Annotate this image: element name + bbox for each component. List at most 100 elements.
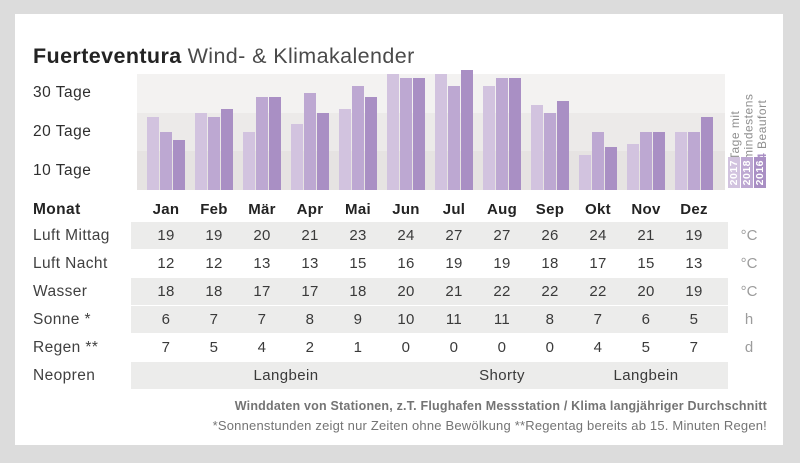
cell-aug: 27 — [493, 227, 511, 244]
table-row-wasser: Wasser 18 18 17 17 18 20 21 22 22 22 20 19 °C — [15, 278, 783, 306]
cell-apr: 13 — [301, 255, 319, 272]
bar-2016-feb — [221, 108, 233, 190]
bar-2018-mai — [352, 85, 364, 190]
cell-jun: 24 — [397, 227, 415, 244]
cell-nov: 20 — [637, 283, 655, 300]
cell-okt: 24 — [589, 227, 607, 244]
bar-2017-mär — [243, 131, 255, 190]
month-header-mär: Mär — [248, 201, 276, 218]
cell-jun: 20 — [397, 283, 415, 300]
cell-jan: 12 — [157, 255, 175, 272]
cell-mär: 7 — [257, 311, 267, 328]
cell-feb: 7 — [209, 311, 219, 328]
cell-jul: 21 — [445, 283, 463, 300]
cell-nov: 15 — [637, 255, 655, 272]
month-header-sep: Sep — [535, 201, 565, 218]
bar-2016-dez — [701, 116, 713, 190]
month-column-header: Monat — [33, 201, 81, 218]
table-row-regen: Regen ** 7 5 4 2 1 0 0 0 0 4 5 7 d — [15, 334, 783, 362]
bar-2016-sep — [557, 101, 569, 190]
bar-2017-nov — [627, 143, 639, 190]
months-header-row: Jan Feb Mär Apr Mai Jun Jul Aug Sep Okt Nov Dez — [137, 199, 730, 221]
cell-dez: 19 — [685, 227, 703, 244]
bar-2016-mär — [269, 97, 281, 190]
row-label: Luft Mittag — [33, 227, 110, 244]
cell-jun: 10 — [397, 311, 415, 328]
legend-line2: mindestens — [741, 93, 756, 160]
cell-mär: 4 — [257, 339, 267, 356]
month-header-mai: Mai — [345, 201, 371, 218]
cell-mär: 13 — [253, 255, 271, 272]
cell-aug: 19 — [493, 255, 511, 272]
legend-line3: Beaufort — [755, 99, 769, 149]
row-unit: h — [744, 311, 754, 328]
row-cells: Langbein Shorty Langbein — [137, 362, 730, 390]
bar-2016-apr — [317, 112, 329, 190]
legend-year-2017: 2017 — [728, 157, 740, 188]
cell-mai: 15 — [349, 255, 367, 272]
table-row-luft-mittag: Luft Mittag 19 19 20 21 23 24 27 27 26 24 21 19 °C — [15, 222, 783, 250]
row-cells: 19 19 20 21 23 24 27 27 26 24 21 19 — [137, 222, 730, 250]
cell-jan: 7 — [161, 339, 171, 356]
cell-okt: 22 — [589, 283, 607, 300]
cell-feb: 12 — [205, 255, 223, 272]
table-row-luft-nacht: Luft Nacht 12 12 13 13 15 16 19 19 18 17 15 13 °C — [15, 250, 783, 278]
cell-apr: 17 — [301, 283, 319, 300]
row-unit: d — [744, 339, 754, 356]
cell-dez: 5 — [689, 311, 699, 328]
bar-2018-aug — [496, 77, 508, 190]
legend-year-label: 2018 — [741, 159, 753, 186]
legend-year-2018: 2018 — [741, 157, 753, 188]
cell-jul: 27 — [445, 227, 463, 244]
wind-days-bar-chart — [137, 60, 725, 190]
cell-mai: 18 — [349, 283, 367, 300]
row-cells: 12 12 13 13 15 16 19 19 18 17 15 13 — [137, 250, 730, 278]
title-rest: Wind- & Klimakalender — [187, 44, 415, 69]
bar-2016-jun — [413, 77, 425, 190]
row-cells: 18 18 17 17 18 20 21 22 22 22 20 19 — [137, 278, 730, 306]
bar-2018-mär — [256, 97, 268, 190]
month-header-jul: Jul — [442, 201, 466, 218]
cell-sep: 18 — [541, 255, 559, 272]
bar-2018-jul — [448, 85, 460, 190]
bar-2018-sep — [544, 112, 556, 190]
bar-2017-okt — [579, 155, 591, 190]
month-header-jun: Jun — [392, 201, 420, 218]
table-row-sonne: Sonne * 6 7 7 8 9 10 11 11 8 7 6 5 h — [15, 306, 783, 334]
bar-2017-feb — [195, 112, 207, 190]
neopren-span-langbein: Langbein — [613, 367, 679, 384]
row-cells: 7 5 4 2 1 0 0 0 0 4 5 7 — [137, 334, 730, 362]
y-tick-30: 30 Tage — [33, 84, 92, 101]
cell-apr: 21 — [301, 227, 319, 244]
row-cells: 6 7 7 8 9 10 11 11 8 7 6 5 — [137, 306, 730, 334]
month-header-jan: Jan — [152, 201, 180, 218]
bar-2017-jan — [147, 116, 159, 190]
bar-2017-mai — [339, 108, 351, 190]
bar-2018-feb — [208, 116, 220, 190]
cell-mär: 17 — [253, 283, 271, 300]
cell-sep: 0 — [545, 339, 555, 356]
bar-2016-jul — [461, 70, 473, 190]
legend-year-label: 2016 — [754, 159, 766, 186]
y-tick-10: 10 Tage — [33, 162, 92, 179]
cell-mai: 9 — [353, 311, 363, 328]
bar-2017-sep — [531, 104, 543, 190]
cell-nov: 21 — [637, 227, 655, 244]
row-label: Sonne * — [33, 311, 91, 328]
cell-jan: 6 — [161, 311, 171, 328]
chart-legend-label: Tage mitmindestens4 Beaufort — [728, 64, 770, 160]
row-stripe — [131, 222, 728, 249]
month-header-apr: Apr — [296, 201, 324, 218]
footer-notes: Winddaten von Stationen, z.T. Flughafen … — [213, 399, 767, 433]
title-brand: Fuerteventura — [33, 44, 182, 69]
bar-2017-jun — [387, 73, 399, 190]
cell-feb: 5 — [209, 339, 219, 356]
bar-2016-jan — [173, 139, 185, 190]
bar-2016-nov — [653, 131, 665, 190]
cell-apr: 2 — [305, 339, 315, 356]
bar-2017-apr — [291, 124, 303, 190]
cell-sep: 26 — [541, 227, 559, 244]
row-unit: °C — [740, 255, 758, 272]
cell-feb: 18 — [205, 283, 223, 300]
cell-nov: 6 — [641, 311, 651, 328]
